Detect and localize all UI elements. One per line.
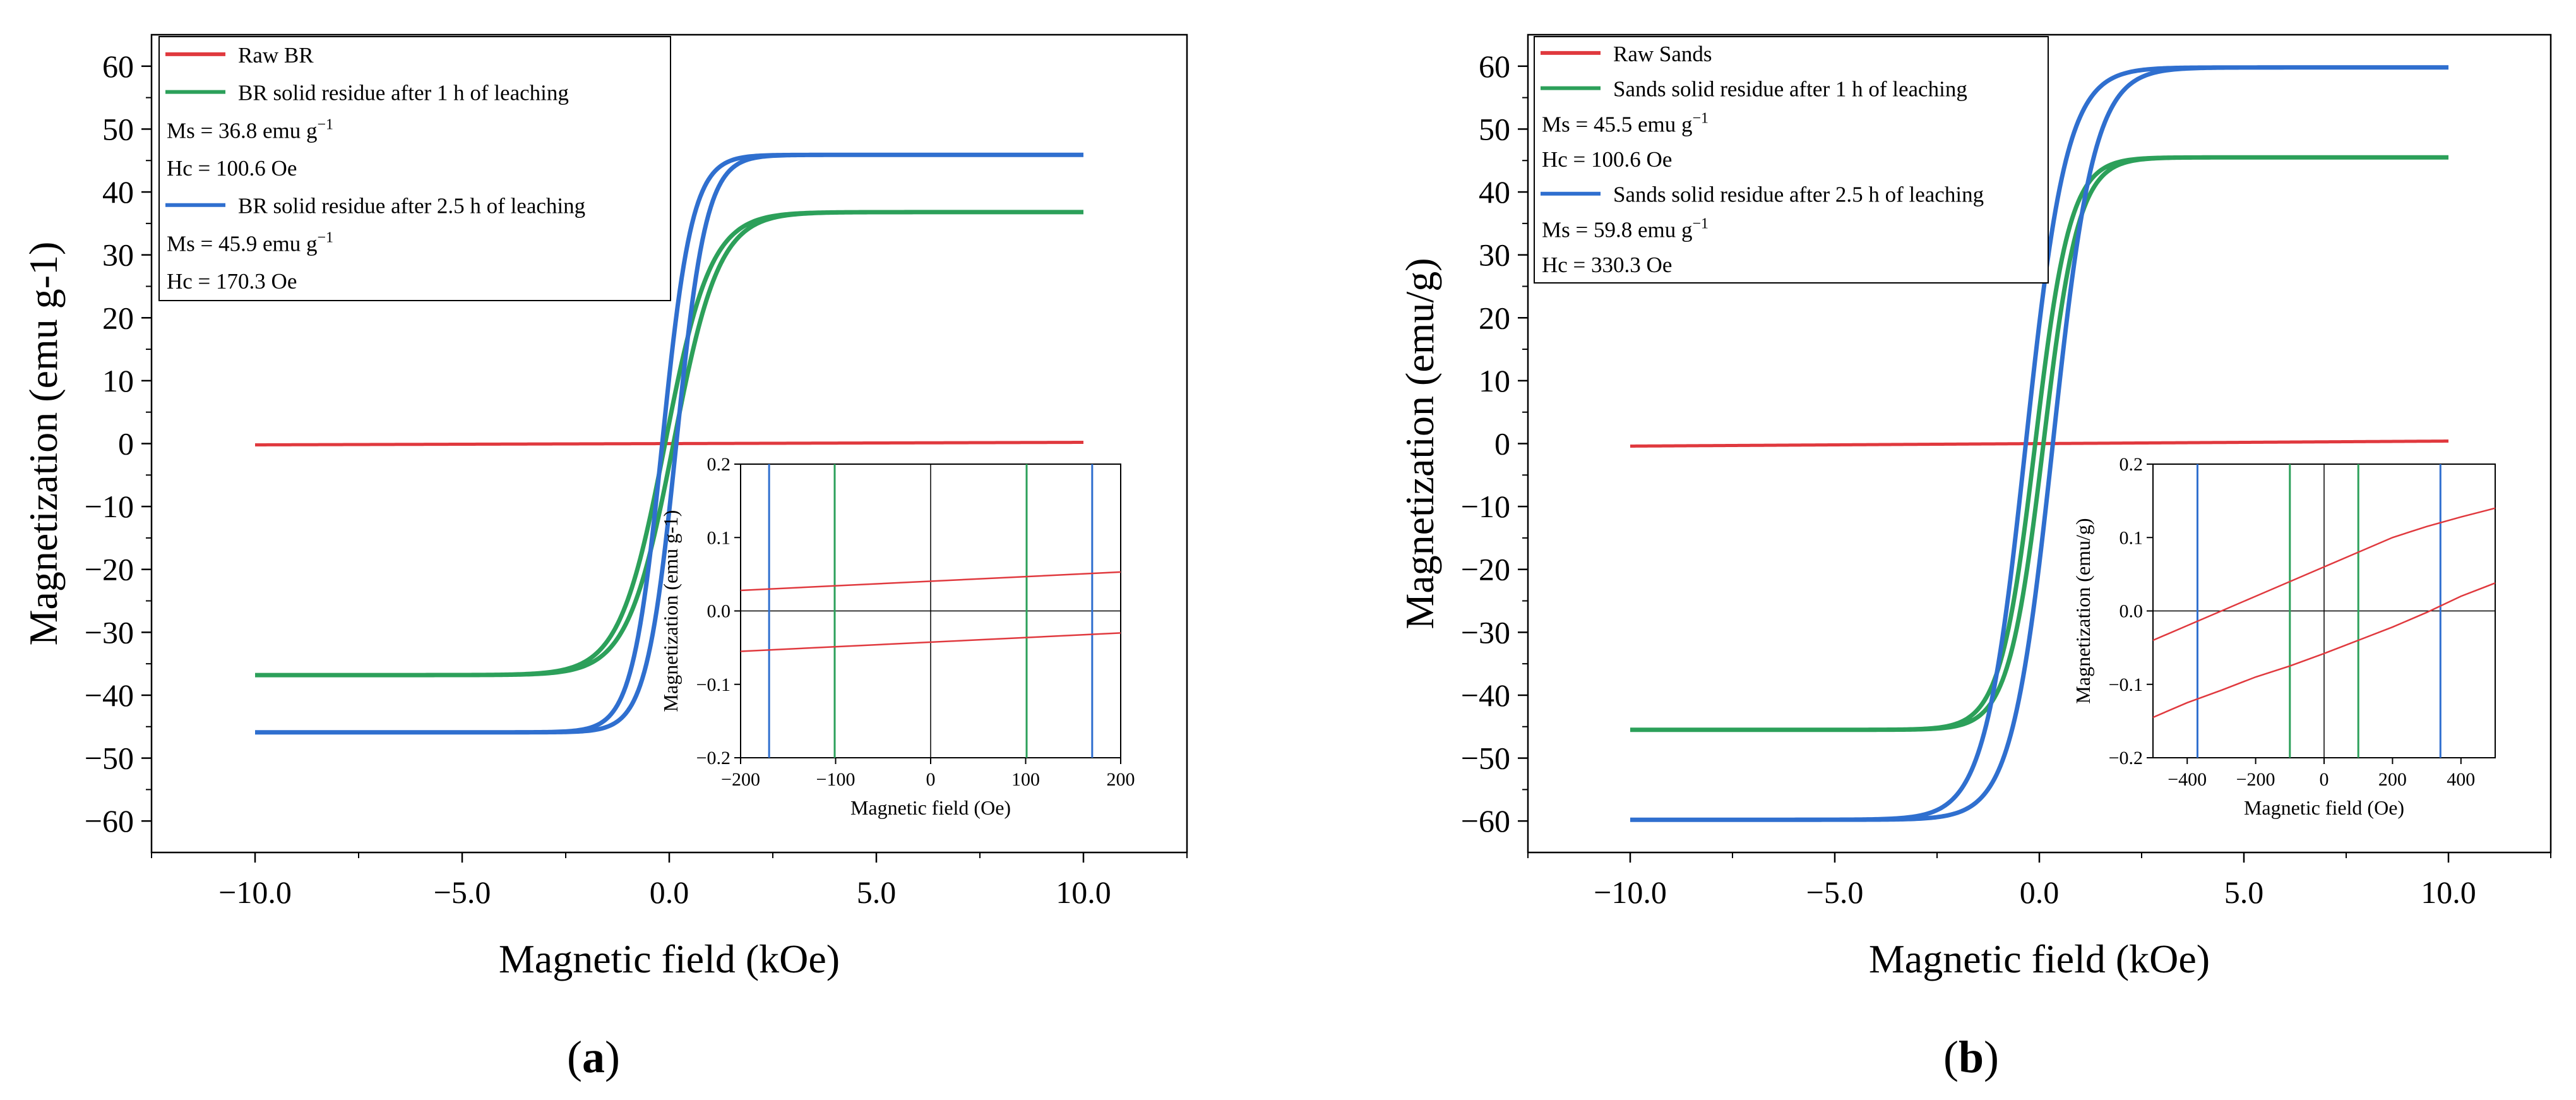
legend-label: BR solid residue after 1 h of leaching [238,81,569,105]
y-tick-label: −20 [85,552,134,587]
y-tick-label: 40 [1479,174,1510,210]
y-tick-label: 20 [1479,300,1510,335]
y-tick-label: 30 [1479,237,1510,273]
legend-frame [1534,36,2049,284]
y-tick-label: −60 [1461,803,1510,839]
y-axis-title: Magnetization (emu/g) [1397,258,1442,629]
inset-curve [741,571,1121,592]
series-line-0 [1630,439,2449,448]
x-tick-label: −10.0 [218,875,292,910]
inset-x-tick-label: 200 [2378,769,2407,790]
inset-y-tick-label: 0.2 [707,454,731,475]
inset-x-tick-label: 0 [926,769,936,790]
legend-annotation: Hc = 330.3 Oe [1542,253,1672,277]
panel-label: (a) [567,1032,620,1082]
series-line-0 [254,441,1084,446]
legend-annotation: Ms = 36.8 emu g−1 [167,116,333,143]
legend: Raw Sands Sands solid residue after 1 h o… [1534,36,2049,284]
x-tick-label: 10.0 [2421,875,2476,910]
inset-curve [2153,507,2495,642]
inset-x-title: Magnetic field (Oe) [850,796,1011,819]
legend-frame [158,36,671,301]
inset-curve [741,632,1121,652]
legend-annotation: Hc = 170.3 Oe [167,269,297,294]
series-line-1 [255,210,1083,678]
y-tick-label: 0 [118,426,134,462]
y-tick-label: −10 [85,489,134,524]
y-tick-label: 50 [102,111,134,146]
y-tick-label: −20 [1461,552,1510,587]
inset-y-tick-label: −0.2 [696,748,730,768]
x-tick-label: −5.0 [1806,875,1864,910]
legend-label: Raw BR [238,43,314,68]
inset-y-tick-label: −0.1 [2109,674,2143,695]
y-tick-label: 30 [102,237,134,273]
x-tick-label: 0.0 [2020,875,2060,910]
y-tick-label: 0 [1494,426,1510,462]
y-tick-label: 60 [1479,49,1510,84]
x-tick-label: −5.0 [434,875,491,910]
legend-label: BR solid residue after 2.5 h of leaching [238,194,585,218]
inset-y-title: Magnetization (emu/g) [2072,518,2094,703]
series-line-1 [1630,155,2448,732]
y-tick-label: −50 [85,741,134,776]
y-tick-label: −40 [85,678,134,713]
y-axis-title: Magnetization (emu g-1) [21,242,66,646]
chart-panel-b: −60 −50 −40 −30 −20 −10 0 10 20 30 40 50 60 −10.0 −5.0… [1397,33,2552,1082]
series-line-2 [255,152,1083,735]
inset-x-tick-label: −400 [2168,769,2207,790]
legend-annotation: Ms = 45.5 emu g−1 [1542,110,1708,136]
x-tick-label: 5.0 [2224,875,2264,910]
inset-y-tick-label: 0.2 [2120,454,2144,475]
inset-chart: −0.2 −0.1 0.0 0.1 0.2 −400 −200 0 200 400 Magnetic… [2072,454,2496,819]
inset-y-title: Magnetization (emu g-1) [659,510,682,712]
legend-annotation: Hc = 100.6 Oe [1542,147,1672,172]
inset-y-tick-label: 0.1 [2120,527,2144,548]
y-tick-label: 50 [1479,111,1510,146]
legend-label: Sands solid residue after 1 h of leachin… [1613,77,1967,102]
x-tick-label: −10.0 [1594,875,1667,910]
legend: Raw BR BR solid residue after 1 h of leac… [158,36,671,301]
y-tick-label: −40 [1461,678,1510,713]
y-tick-label: −30 [1461,614,1510,650]
y-tick-label: −50 [1461,741,1510,776]
y-tick-label: 60 [102,49,134,84]
y-tick-label: 40 [102,174,134,210]
y-tick-label: 10 [1479,363,1510,398]
x-axis-title: Magnetic field (kOe) [1869,936,2210,981]
inset-chart: −0.2 −0.1 0.0 0.1 0.2 −200 −100 0 100 200 Magnetic… [659,454,1135,819]
x-tick-label: 0.0 [650,875,689,910]
inset-x-tick-label: −200 [721,769,760,790]
y-tick-label: −60 [85,803,134,839]
inset-x-tick-label: 400 [2447,769,2475,790]
series-line-2 [1630,65,2448,822]
inset-x-tick-label: −100 [816,769,856,790]
y-tick-label: −30 [85,614,134,650]
inset-y-tick-label: −0.1 [696,674,730,695]
inset-curve [2153,582,2495,719]
inset-y-tick-label: 0.0 [707,601,731,622]
inset-y-tick-label: −0.2 [2109,748,2143,768]
inset-x-tick-label: 100 [1011,769,1040,790]
inset-x-tick-label: −200 [2236,769,2275,790]
y-tick-label: 10 [102,363,134,398]
inset-x-tick-label: 200 [1107,769,1135,790]
x-tick-label: 5.0 [857,875,897,910]
legend-annotation: Ms = 59.8 emu g−1 [1542,215,1708,242]
inset-x-tick-label: 0 [2320,769,2329,790]
legend-annotation: Hc = 100.6 Oe [167,156,297,181]
legend-label: Sands solid residue after 2.5 h of leach… [1613,182,1984,207]
inset-x-title: Magnetic field (Oe) [2244,796,2404,819]
x-tick-label: 10.0 [1056,875,1111,910]
legend-annotation: Ms = 45.9 emu g−1 [167,229,333,256]
x-axis-title: Magnetic field (kOe) [499,936,840,981]
panel-label: (b) [1943,1032,1999,1082]
inset-y-tick-label: 0.1 [707,527,731,548]
inset-y-tick-label: 0.0 [2120,601,2144,622]
y-tick-label: −10 [1461,489,1510,524]
y-tick-label: 20 [102,300,134,335]
legend-label: Raw Sands [1613,42,1712,66]
